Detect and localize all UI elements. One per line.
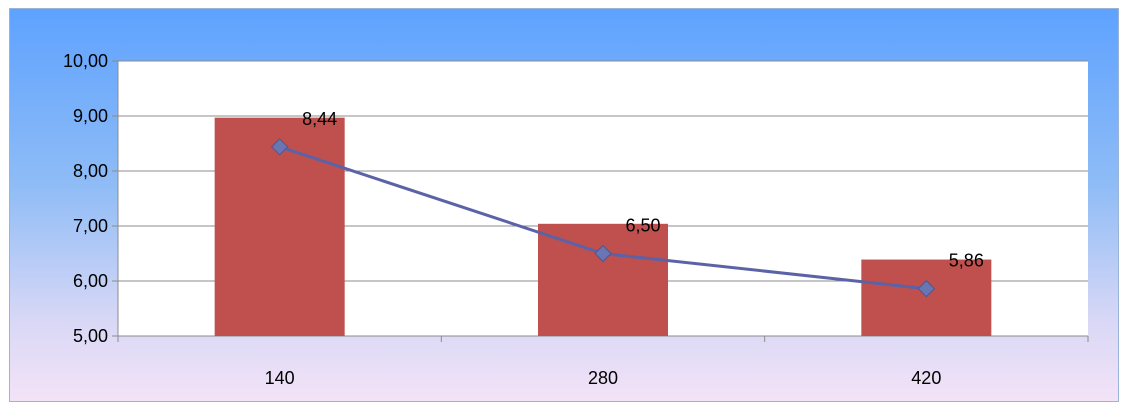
y-tick-label: 10,00 — [63, 51, 108, 71]
y-tick-label: 9,00 — [73, 106, 108, 126]
y-tick-label: 8,00 — [73, 161, 108, 181]
data-label: 8,44 — [302, 109, 337, 129]
y-tick-label: 6,00 — [73, 271, 108, 291]
bar — [538, 223, 668, 336]
x-tick-label: 280 — [588, 368, 618, 388]
bar — [861, 259, 992, 336]
line-marker — [917, 279, 936, 298]
y-tick-label: 7,00 — [73, 216, 108, 236]
data-label: 6,50 — [625, 216, 660, 236]
y-tick-label: 5,00 — [73, 326, 108, 346]
line-marker — [270, 138, 289, 156]
line-marker — [594, 244, 612, 263]
x-tick-label: 420 — [911, 368, 941, 388]
data-label: 5,86 — [949, 251, 984, 271]
x-tick-label: 140 — [265, 368, 295, 388]
